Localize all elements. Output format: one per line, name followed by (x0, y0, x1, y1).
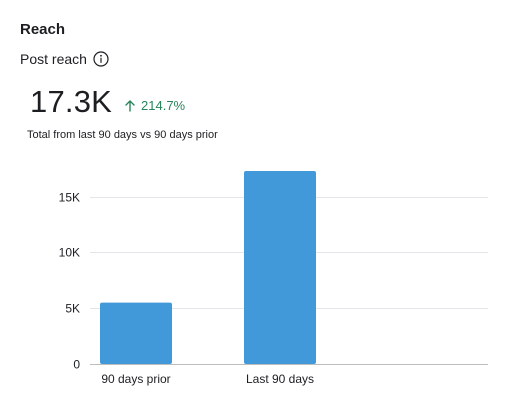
axis-labels: 0 5K 10K 15K 90 days prior Last 90 days (59, 191, 314, 387)
reach-bar-chart: 0 5K 10K 15K 90 days prior Last 90 days (59, 171, 488, 387)
metric-value-row: 17.3K 214.7% (30, 84, 185, 120)
y-tick-label: 15K (59, 191, 80, 205)
y-tick-label: 10K (59, 246, 80, 260)
metric-value: 17.3K (30, 84, 113, 119)
bars (100, 171, 316, 364)
delta-value: 214.7% (141, 98, 186, 113)
metric-header: Post reach (20, 51, 109, 67)
delta-badge: 214.7% (124, 98, 185, 113)
x-tick-label: Last 90 days (246, 372, 314, 386)
bar-90-days-prior[interactable] (100, 302, 172, 364)
arrow-up-icon (124, 99, 136, 112)
section-title: Reach (20, 21, 66, 38)
metric-label: Post reach (20, 51, 87, 67)
info-circle-icon[interactable] (93, 51, 109, 67)
bar-last-90-days[interactable] (244, 171, 316, 364)
y-tick-label: 5K (65, 302, 80, 316)
metric-caption: Total from last 90 days vs 90 days prior (27, 129, 218, 141)
x-tick-label: 90 days prior (101, 372, 170, 386)
y-tick-label: 0 (73, 358, 80, 372)
